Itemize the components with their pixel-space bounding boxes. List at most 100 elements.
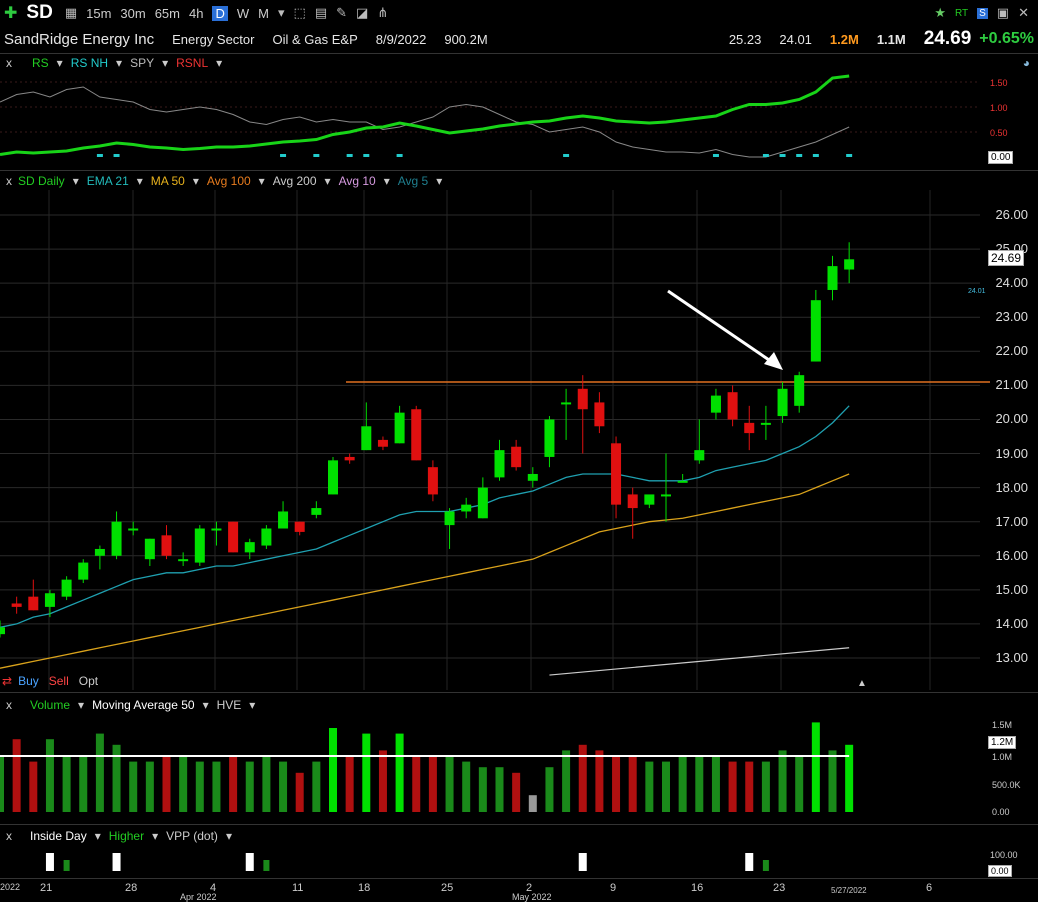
candle-body [344, 456, 355, 461]
avg200-line [549, 647, 850, 676]
rsnl-label[interactable]: RSNL [176, 56, 209, 70]
chart-type-icon[interactable]: ⬚ [293, 5, 306, 20]
candle-body [294, 521, 305, 532]
print-icon[interactable]: ▦ [64, 5, 78, 20]
avg200-label[interactable]: Avg 200 [272, 174, 317, 188]
volume-bar [378, 750, 387, 812]
candle [744, 405, 755, 451]
candle [0, 620, 5, 638]
avg100-label[interactable]: Avg 100 [206, 174, 251, 188]
sector[interactable]: Energy Sector [172, 31, 255, 47]
options-button[interactable]: Opt [78, 674, 99, 688]
interval-monthly[interactable]: M [258, 5, 269, 21]
candle [178, 552, 189, 566]
ema21-label[interactable]: EMA 21 [86, 174, 129, 188]
eraser-icon[interactable]: ◪ [356, 5, 369, 20]
volume-bar [395, 733, 404, 812]
color-palette-icon[interactable]: ◕ [1022, 56, 1030, 70]
volume-bar [62, 756, 71, 812]
rs-close-button[interactable]: x [6, 56, 12, 70]
interval-65m[interactable]: 65m [154, 5, 180, 21]
interval-4h[interactable]: 4h [189, 5, 204, 21]
candle-body [694, 450, 705, 461]
save-icon[interactable]: ▣ [996, 5, 1010, 20]
interval-15m[interactable]: 15m [86, 5, 112, 21]
volume-label[interactable]: Volume [30, 698, 71, 712]
candle-body [228, 521, 239, 553]
price-tick: 21.00 [995, 377, 1028, 393]
candle-body [11, 603, 22, 607]
volume-bar [428, 756, 437, 812]
interval-30m[interactable]: 30m [120, 5, 146, 21]
vma50-label[interactable]: Moving Average 50 [92, 698, 195, 712]
candle-body [727, 392, 738, 420]
spy-label[interactable]: SPY [130, 56, 155, 70]
candle-body [144, 538, 155, 560]
star-icon[interactable]: ★ [934, 5, 946, 20]
volume-bar [845, 744, 854, 812]
sd-daily-label[interactable]: SD Daily [18, 174, 65, 188]
add-symbol-icon[interactable]: ✚ [4, 5, 18, 22]
candle-body [311, 508, 322, 515]
rs-nh-label[interactable]: RS NH [70, 56, 109, 70]
candle [827, 255, 838, 301]
trade-icon[interactable]: ⇄ [2, 674, 13, 688]
interval-dropdown-icon[interactable]: ▾ [277, 5, 285, 20]
candle-body [461, 504, 472, 512]
calendar-icon[interactable]: ▤ [314, 5, 328, 20]
candle [511, 439, 522, 471]
realtime-icon[interactable]: RT [954, 7, 969, 19]
avg5-label[interactable]: Avg 5 [397, 174, 429, 188]
industry[interactable]: Oil & Gas E&P [272, 31, 358, 47]
candle-body [28, 596, 39, 611]
vpp-label[interactable]: VPP (dot) [166, 829, 218, 843]
close-icon[interactable]: ✕ [1018, 5, 1029, 20]
trade-bar: ⇄ Buy Sell Opt [0, 673, 1038, 689]
interval-daily[interactable]: D [212, 5, 228, 21]
day-high: 25.23 [728, 31, 762, 47]
volume-bar [495, 767, 504, 812]
price-close-button[interactable]: x [6, 174, 12, 188]
ma50-label[interactable]: MA 50 [150, 174, 185, 188]
avg-volume: 1.1M [876, 31, 906, 47]
volume-bar [562, 750, 571, 812]
buy-button[interactable]: Buy [18, 674, 39, 688]
price-chart[interactable] [0, 190, 1038, 690]
inside-day-label[interactable]: Inside Day [30, 829, 87, 843]
candle [328, 456, 338, 495]
higher-label[interactable]: Higher [108, 829, 145, 843]
symbol-input[interactable]: SD [26, 2, 53, 23]
candle [544, 416, 555, 468]
candle [261, 525, 272, 549]
candle-body [844, 259, 855, 270]
rs-line [0, 74, 850, 156]
share-icon[interactable]: ⋔ [377, 5, 389, 20]
rs-tick-1.50: 1.50 [990, 78, 1008, 88]
volume-close-button[interactable]: x [6, 698, 12, 712]
candle [727, 385, 738, 427]
rs-nh-marker [563, 154, 570, 157]
toolbar: ✚ SD ▦ 15m 30m 65m 4h D W M ▾ ⬚ ▤ ✎ ◪ ⋔ … [0, 0, 1038, 26]
inside-day-marker [745, 853, 754, 871]
draw-pencil-icon[interactable]: ✎ [336, 5, 348, 20]
candle-body [611, 443, 622, 505]
scan-icon[interactable]: S [977, 7, 988, 19]
hve-label[interactable]: HVE [216, 698, 242, 712]
date-2: 2 [526, 882, 533, 894]
interval-weekly[interactable]: W [236, 5, 250, 21]
candle-body [511, 446, 522, 468]
sell-button[interactable]: Sell [48, 674, 69, 688]
scroll-up-icon[interactable]: ▲ [857, 678, 867, 689]
candle-body [111, 521, 122, 556]
price-tick: 16.00 [995, 547, 1028, 563]
date-18: 18 [358, 882, 371, 894]
candle [194, 525, 205, 566]
candle-body [261, 528, 272, 546]
volume-bar [412, 756, 421, 812]
candle [278, 501, 289, 529]
avg10-label[interactable]: Avg 10 [338, 174, 376, 188]
price-tick: 23.00 [995, 309, 1028, 325]
ema21-line [0, 405, 850, 628]
rs-label[interactable]: RS [32, 56, 49, 70]
indicator-close-button[interactable]: x [6, 829, 12, 843]
